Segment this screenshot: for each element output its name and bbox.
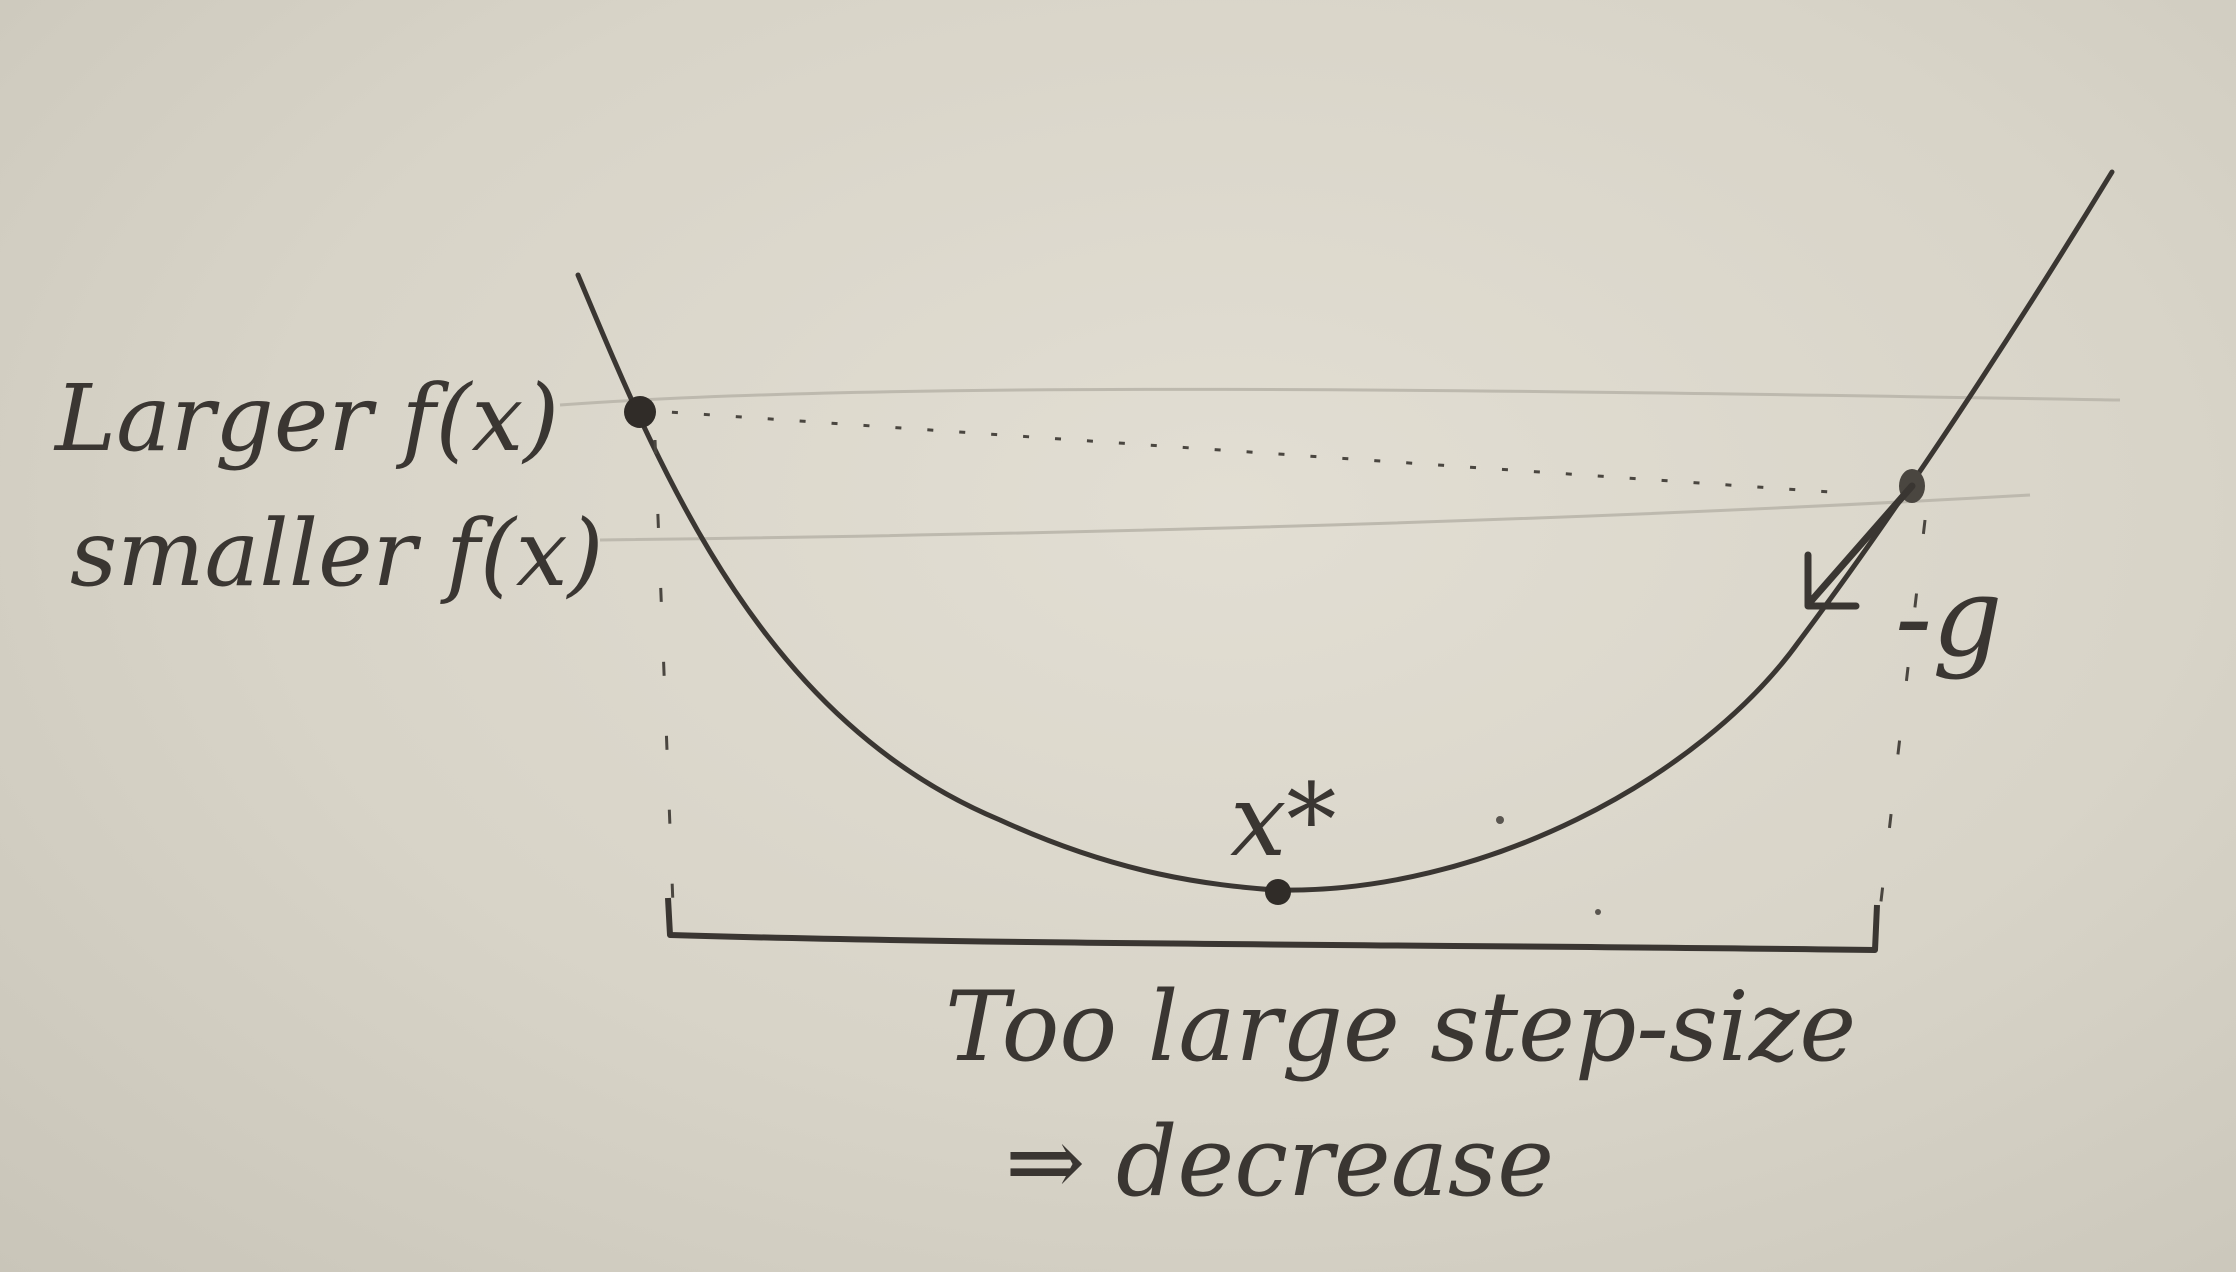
guide-line-smaller [599,493,2031,542]
guide-line-larger [559,387,2121,407]
left-dashed-drop [653,439,675,906]
dashed-connector [639,408,1831,494]
pencil-speck [1595,909,1601,915]
label-neg-gradient: -g [1895,553,2003,681]
point-larger-fx [624,396,656,428]
convex-curve [575,169,2115,893]
caption-step-size: Too large step-size [945,971,1856,1083]
label-larger-fx: Larger f(x) [53,365,559,472]
caption-decrease: ⇒ decrease [1005,1106,1554,1218]
pencil-speck [1496,816,1504,824]
label-smaller-fx: smaller f(x) [70,500,604,607]
step-size-bracket [665,897,1880,953]
neg-gradient-arrow [1804,482,1916,610]
label-minimum: x* [1230,762,1336,879]
point-minimum [1265,879,1291,905]
